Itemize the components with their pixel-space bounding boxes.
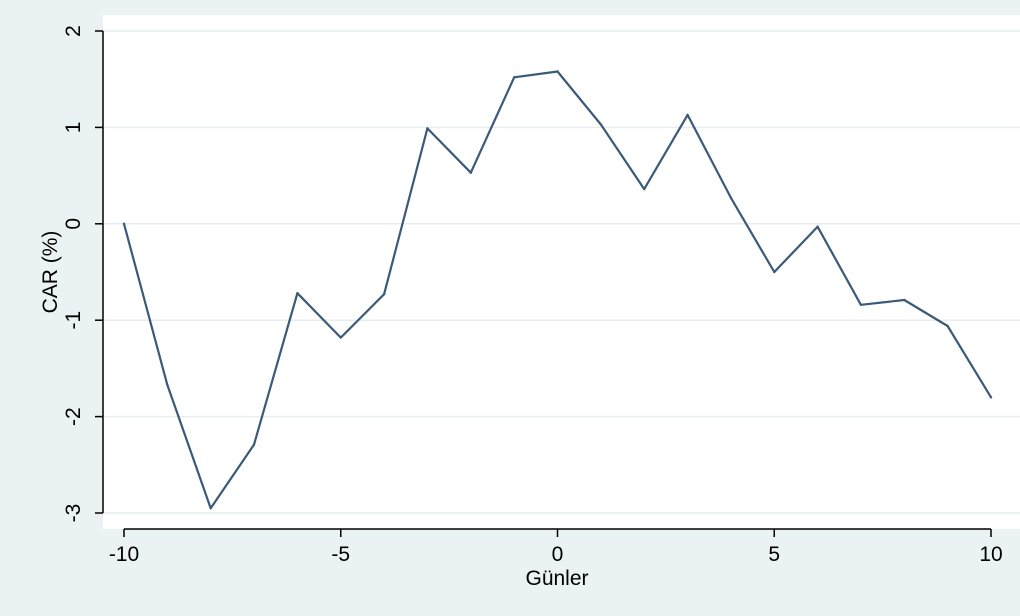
data-point bbox=[643, 187, 646, 191]
data-point bbox=[209, 506, 212, 510]
data-point bbox=[729, 196, 733, 199]
data-point bbox=[296, 292, 299, 295]
data-point bbox=[426, 127, 429, 130]
y-axis-label: CAR (%) bbox=[39, 231, 62, 314]
data-point bbox=[816, 225, 819, 228]
y-tick-label: -2 bbox=[62, 407, 85, 426]
data-point bbox=[469, 171, 472, 174]
axes bbox=[95, 30, 992, 537]
x-tick-label: 0 bbox=[552, 543, 564, 566]
x-tick-label: 5 bbox=[768, 543, 780, 566]
y-tick-label: 1 bbox=[62, 122, 85, 134]
data-point bbox=[252, 443, 256, 446]
x-tick-label: -10 bbox=[109, 543, 139, 566]
data-point bbox=[122, 222, 126, 225]
data-point bbox=[556, 70, 559, 73]
data-point bbox=[382, 292, 386, 296]
data-point bbox=[686, 113, 689, 117]
data-point bbox=[166, 383, 169, 386]
plot-background bbox=[103, 15, 1020, 529]
y-tick-label: 0 bbox=[62, 218, 85, 230]
series-layer bbox=[122, 70, 993, 510]
grid-lines bbox=[104, 30, 1020, 514]
x-tick-label: 10 bbox=[979, 543, 1002, 566]
data-point bbox=[773, 270, 776, 274]
data-point bbox=[946, 324, 949, 328]
x-tick-label: -5 bbox=[331, 543, 350, 566]
data-point bbox=[859, 303, 863, 306]
data-point bbox=[512, 76, 516, 79]
data-point bbox=[989, 396, 993, 399]
data-point bbox=[903, 298, 906, 302]
y-tick-label: -1 bbox=[62, 311, 85, 330]
data-point bbox=[599, 123, 603, 126]
data-point bbox=[339, 336, 342, 339]
y-tick-label: 2 bbox=[62, 25, 85, 37]
y-tick-label: -3 bbox=[62, 504, 85, 523]
x-axis-label: Günler bbox=[525, 567, 588, 590]
